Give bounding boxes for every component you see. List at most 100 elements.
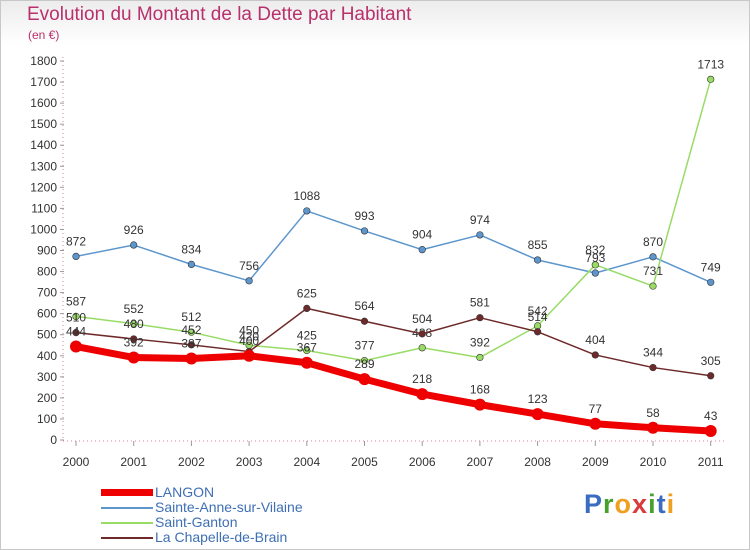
data-point-la-chapelle-de-brain: [360, 317, 369, 325]
legend-label: La Chapelle-de-Brain: [155, 529, 288, 545]
data-point-la-chapelle-de-brain: [649, 363, 657, 372]
data-label-sainte-anne-sur-vilaine: 974: [470, 213, 490, 227]
y-tick-label: 500: [37, 328, 57, 342]
x-tick-label: 2002: [178, 455, 205, 469]
data-point-langon: [185, 352, 198, 365]
logo-letter: i: [666, 489, 676, 519]
y-tick-label: 1500: [30, 117, 57, 131]
logo-letter: r: [603, 489, 615, 519]
logo-letter: o: [614, 489, 633, 519]
data-point-sainte-anne-sur-vilaine: [533, 256, 542, 264]
legend-swatch: [101, 507, 153, 509]
data-point-sainte-anne-sur-vilaine: [591, 269, 599, 277]
data-point-sainte-anne-sur-vilaine: [360, 227, 369, 235]
data-label-langon: 218: [412, 372, 432, 386]
data-label-langon: 168: [470, 383, 490, 397]
data-point-sainte-anne-sur-vilaine: [649, 253, 657, 261]
y-tick-label: 1000: [30, 222, 57, 236]
data-label-saint-ganton: 552: [124, 302, 144, 316]
series-line-la-chapelle-de-brain: [75, 307, 712, 377]
logo-letter: P: [584, 489, 604, 519]
x-tick-label: 2006: [409, 455, 436, 469]
data-point-sainte-anne-sur-vilaine: [130, 241, 138, 249]
data-label-la-chapelle-de-brain: 420: [239, 330, 259, 344]
legend-swatch: [101, 522, 153, 524]
data-label-sainte-anne-sur-vilaine: 793: [585, 251, 605, 265]
x-tick-label: 2004: [293, 455, 320, 469]
data-label-langon: 289: [354, 357, 374, 371]
data-point-la-chapelle-de-brain: [591, 351, 599, 359]
x-tick-label: 2005: [351, 455, 378, 469]
data-label-sainte-anne-sur-vilaine: 855: [528, 238, 548, 252]
data-label-saint-ganton: 377: [354, 339, 374, 353]
data-label-la-chapelle-de-brain: 404: [585, 333, 605, 347]
logo-letter: x: [632, 489, 649, 519]
data-label-langon: 444: [66, 325, 86, 339]
data-label-saint-ganton: 392: [470, 335, 490, 349]
data-label-la-chapelle-de-brain: 305: [701, 354, 721, 368]
data-point-sainte-anne-sur-vilaine: [707, 278, 715, 286]
data-label-saint-ganton: 1713: [697, 57, 724, 71]
legend-swatch: [101, 489, 153, 496]
x-tick-label: 2003: [236, 455, 263, 469]
data-point-saint-ganton: [707, 75, 715, 83]
y-tick-label: 900: [37, 244, 57, 258]
data-label-langon: 400: [239, 334, 259, 348]
data-label-saint-ganton: 542: [528, 304, 548, 318]
data-label-langon: 58: [646, 406, 660, 420]
legend-label: Sainte-Anne-sur-Vilaine: [155, 499, 303, 515]
data-label-sainte-anne-sur-vilaine: 1088: [293, 189, 320, 203]
data-label-la-chapelle-de-brain: 344: [643, 346, 663, 360]
data-point-saint-ganton: [418, 344, 426, 352]
y-tick-label: 1300: [30, 159, 57, 173]
data-label-la-chapelle-de-brain: 625: [297, 286, 317, 300]
legend-label: LANGON: [155, 484, 215, 500]
data-point-langon: [416, 388, 429, 401]
y-tick-label: 200: [37, 391, 57, 405]
data-label-sainte-anne-sur-vilaine: 756: [239, 259, 259, 273]
data-point-la-chapelle-de-brain: [533, 328, 542, 336]
data-label-la-chapelle-de-brain: 510: [66, 311, 86, 325]
data-label-sainte-anne-sur-vilaine: 749: [701, 260, 721, 274]
y-tick-label: 400: [37, 349, 57, 363]
chart-subtitle: (en €): [28, 28, 60, 42]
x-tick-label: 2000: [63, 455, 90, 469]
x-tick-label: 2008: [524, 455, 551, 469]
data-point-saint-ganton: [130, 320, 138, 328]
data-label-sainte-anne-sur-vilaine: 872: [66, 234, 86, 248]
data-point-la-chapelle-de-brain: [707, 372, 715, 380]
data-point-langon: [589, 417, 602, 430]
data-point-sainte-anne-sur-vilaine: [476, 231, 484, 239]
data-point-langon: [473, 398, 486, 411]
data-point-la-chapelle-de-brain: [72, 329, 80, 337]
data-point-langon: [300, 356, 313, 369]
x-tick-label: 2007: [467, 455, 494, 469]
data-label-la-chapelle-de-brain: 504: [412, 312, 432, 326]
data-point-saint-ganton: [303, 346, 311, 355]
data-point-la-chapelle-de-brain: [418, 330, 426, 338]
y-tick-label: 700: [37, 286, 57, 300]
series-line-langon: [72, 343, 715, 435]
data-label-sainte-anne-sur-vilaine: 926: [124, 223, 144, 237]
series-line-sainte-anne-sur-vilaine: [75, 210, 712, 284]
data-point-langon: [70, 340, 82, 353]
y-tick-label: 0: [50, 433, 57, 447]
data-label-sainte-anne-sur-vilaine: 834: [181, 242, 201, 256]
data-point-langon: [243, 349, 256, 362]
x-tick-label: 2001: [120, 455, 147, 469]
y-tick-label: 100: [37, 412, 57, 426]
data-point-la-chapelle-de-brain: [303, 304, 311, 313]
data-label-saint-ganton: 512: [181, 310, 201, 324]
data-point-sainte-anne-sur-vilaine: [72, 252, 80, 260]
logo-letter: t: [656, 489, 667, 519]
data-point-saint-ganton: [476, 353, 484, 362]
data-point-la-chapelle-de-brain: [130, 335, 138, 343]
data-point-langon: [531, 408, 544, 421]
data-label-langon: 43: [704, 409, 718, 423]
data-label-saint-ganton: 450: [239, 323, 259, 337]
data-point-langon: [358, 373, 371, 386]
data-label-la-chapelle-de-brain: 581: [470, 296, 490, 310]
chart-title: Evolution du Montant de la Dette par Hab…: [27, 4, 412, 25]
y-tick-label: 300: [37, 370, 57, 384]
